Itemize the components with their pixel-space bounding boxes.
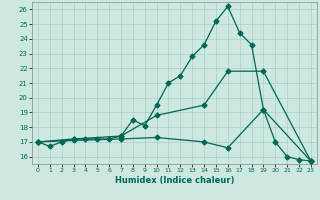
X-axis label: Humidex (Indice chaleur): Humidex (Indice chaleur) xyxy=(115,176,234,185)
